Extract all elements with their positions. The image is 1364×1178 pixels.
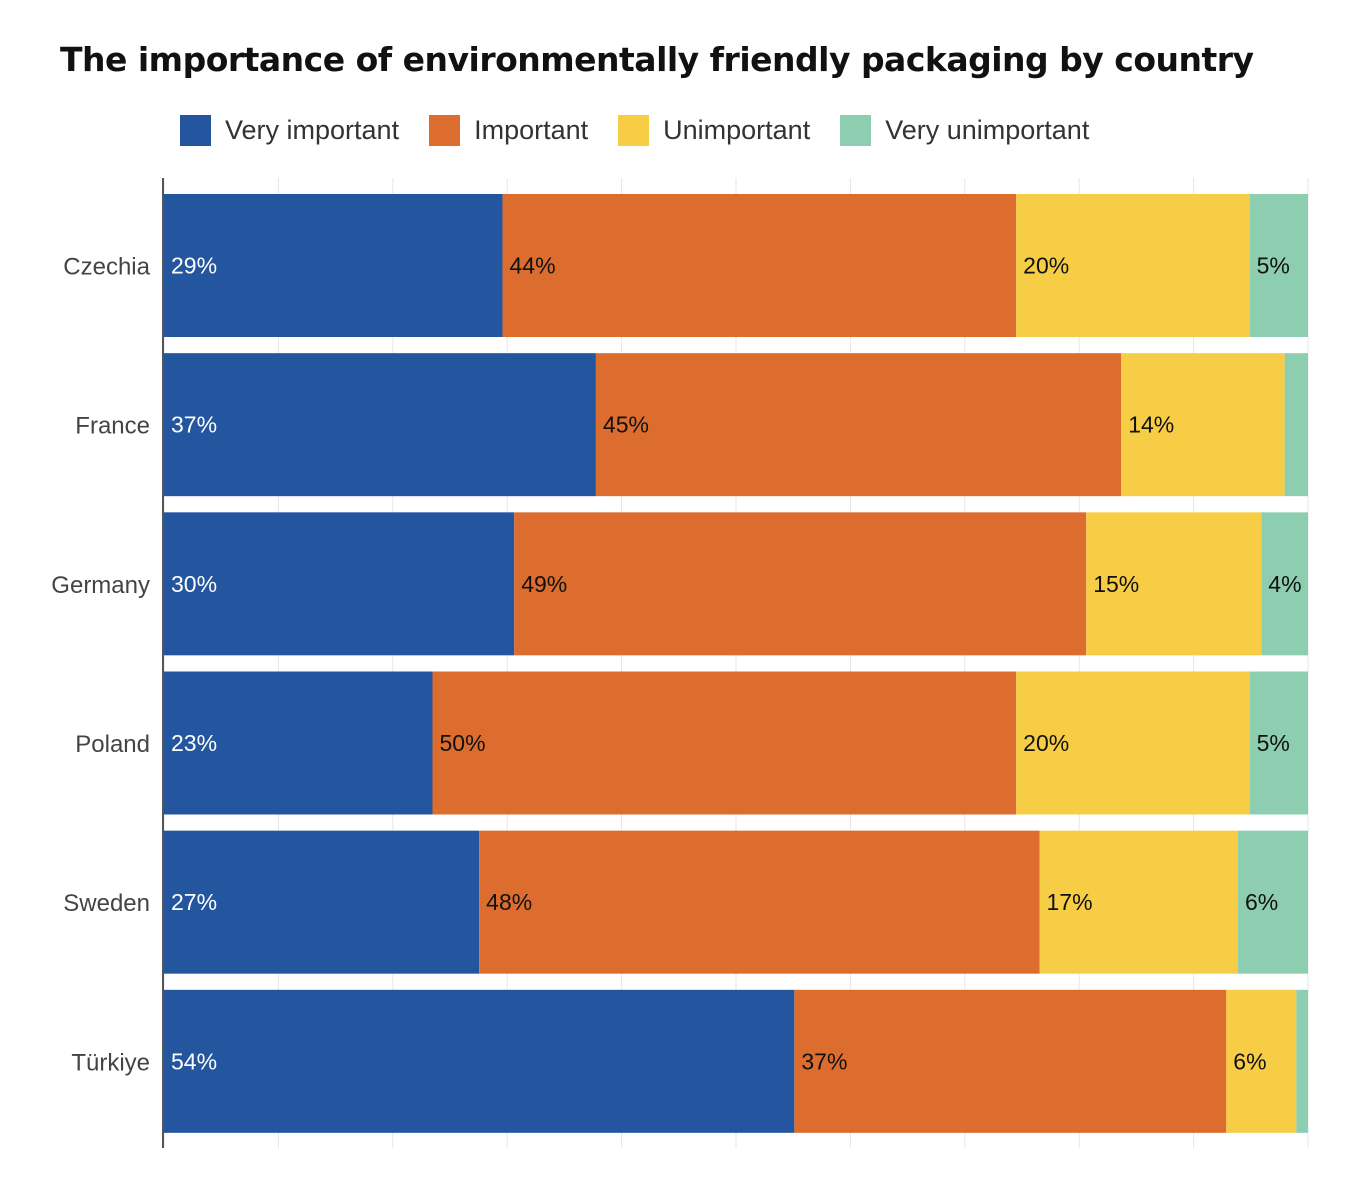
bar-segment	[164, 512, 515, 656]
bar-segment	[1249, 671, 1308, 815]
bar-segment	[479, 830, 1040, 974]
bar-segment	[432, 671, 1017, 815]
data-label: 5%	[1257, 253, 1290, 279]
legend: Very important Important Unimportant Very u…	[180, 115, 1089, 146]
bar-segment	[1121, 353, 1285, 497]
category-label: France	[75, 413, 150, 440]
data-label: 37%	[171, 412, 217, 438]
category-label: Türkiye	[71, 1049, 150, 1076]
legend-label: Very unimportant	[885, 115, 1090, 145]
category-label: Czechia	[63, 254, 150, 281]
bar-segment	[164, 830, 480, 974]
bar-segment	[595, 353, 1122, 497]
bar-segment	[1237, 830, 1308, 974]
category-label: Sweden	[63, 890, 150, 917]
bar-segment	[1296, 989, 1308, 1133]
data-label: 17%	[1047, 889, 1093, 915]
bar-segment	[164, 671, 433, 815]
data-label: 37%	[801, 1048, 847, 1074]
legend-swatch	[429, 115, 461, 146]
category-label: Germany	[51, 572, 150, 599]
data-label: 6%	[1245, 889, 1278, 915]
bar-segment	[1086, 512, 1262, 656]
data-label: 30%	[171, 571, 217, 597]
bar-segment	[502, 194, 1017, 337]
data-label: 44%	[510, 253, 556, 279]
chart-title: The importance of environmentally friend…	[60, 40, 1254, 79]
bar-segment	[1261, 512, 1308, 656]
data-label: 45%	[603, 412, 649, 438]
bar-segment	[1016, 194, 1250, 337]
data-label: 54%	[171, 1048, 217, 1074]
legend-item: Unimportant	[618, 115, 810, 146]
bar-segment	[164, 194, 503, 337]
data-label: 4%	[1268, 571, 1301, 597]
bar-segment	[1039, 830, 1238, 974]
bar-segment	[514, 512, 1087, 656]
data-label: 23%	[171, 730, 217, 756]
bar-segment	[794, 989, 1227, 1133]
bar-segment	[1016, 671, 1250, 815]
bar-segment	[1249, 194, 1308, 337]
data-label: 14%	[1128, 412, 1174, 438]
data-label: 29%	[171, 253, 217, 279]
legend-swatch	[618, 115, 650, 146]
category-label: Poland	[75, 731, 150, 758]
legend-swatch	[840, 115, 872, 146]
legend-label: Important	[474, 115, 589, 145]
legend-label: Unimportant	[663, 115, 811, 145]
bar-segment	[164, 353, 596, 497]
legend-item: Important	[429, 115, 588, 146]
data-label: 20%	[1023, 253, 1069, 279]
legend-item: Very unimportant	[840, 115, 1089, 146]
legend-label: Very important	[225, 115, 400, 145]
data-label: 5%	[1257, 730, 1290, 756]
bar-segment	[164, 989, 795, 1133]
data-label: 48%	[486, 889, 532, 915]
data-label: 15%	[1093, 571, 1139, 597]
data-label: 6%	[1233, 1048, 1266, 1074]
legend-item: Very important	[180, 115, 399, 146]
data-label: 27%	[171, 889, 217, 915]
bar-segment	[1226, 989, 1297, 1133]
data-label: 20%	[1023, 730, 1069, 756]
legend-swatch	[180, 115, 211, 146]
data-label: 49%	[521, 571, 567, 597]
bar-segment	[1284, 353, 1308, 497]
data-label: 50%	[439, 730, 485, 756]
